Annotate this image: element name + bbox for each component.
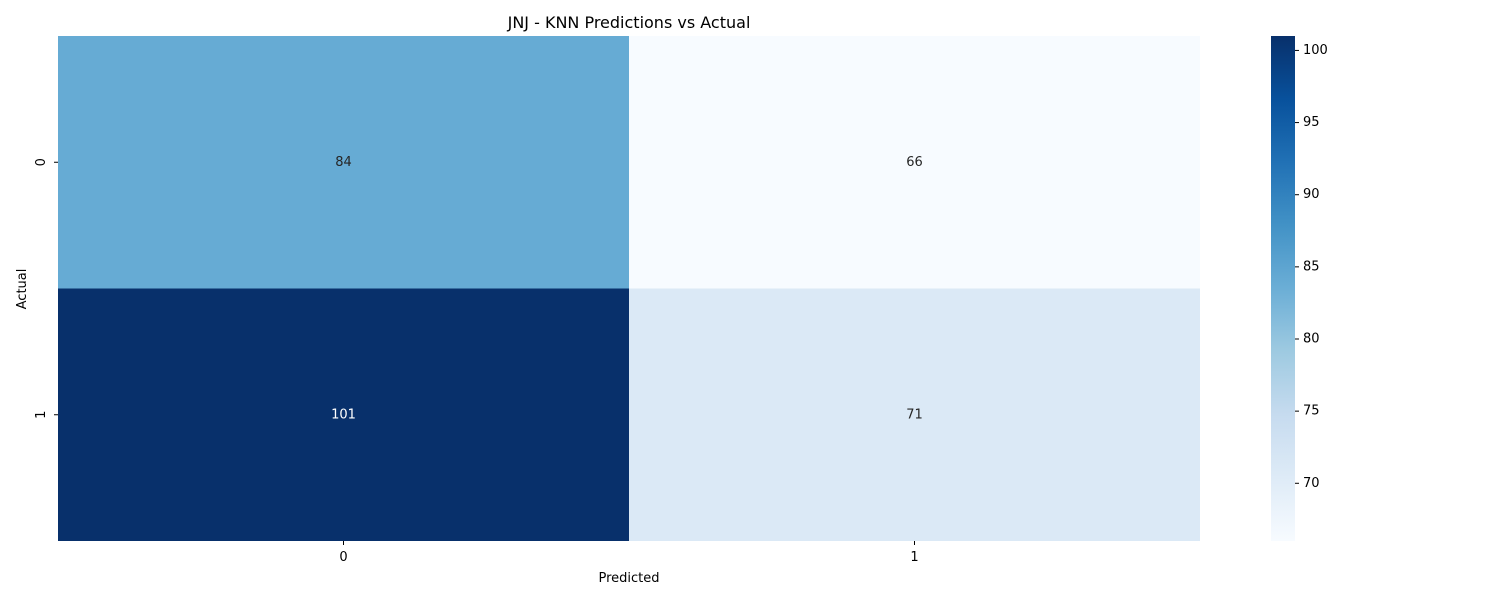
colorbar-tick-label: 95 — [1303, 115, 1320, 130]
heatmap-cell — [58, 288, 629, 541]
x-axis-label: Predicted — [598, 571, 659, 586]
colorbar-tick-label: 80 — [1303, 332, 1320, 347]
heatmap-cell — [629, 36, 1200, 289]
y-tick-label: 0 — [34, 158, 49, 166]
y-axis-label: Actual — [15, 269, 30, 310]
cell-value-label: 66 — [906, 155, 923, 170]
chart-title: JNJ - KNN Predictions vs Actual — [507, 13, 751, 32]
y-tick-label: 1 — [34, 411, 49, 419]
colorbar-ticks: 70 75 80 85 90 95 100 — [1295, 43, 1328, 491]
y-axis: 01 — [34, 158, 58, 419]
colorbar: 70 75 80 85 90 95 100 — [1271, 36, 1328, 541]
colorbar-tick-label: 90 — [1303, 187, 1320, 202]
cell-value-label: 71 — [906, 407, 923, 422]
colorbar-tick-label: 100 — [1303, 43, 1328, 58]
colorbar-tick-label: 75 — [1303, 404, 1320, 419]
cell-value-label: 84 — [335, 155, 352, 170]
heatmap-cell — [58, 36, 629, 289]
colorbar-tick-label: 70 — [1303, 476, 1320, 491]
colorbar-gradient — [1271, 36, 1295, 541]
heatmap-cells: 84 66 101 71 — [58, 36, 1200, 541]
x-tick-label: 0 — [339, 550, 347, 565]
colorbar-tick-label: 85 — [1303, 259, 1320, 274]
x-tick-label: 1 — [910, 550, 918, 565]
heatmap-cell — [629, 288, 1200, 541]
cell-value-label: 101 — [331, 407, 356, 422]
